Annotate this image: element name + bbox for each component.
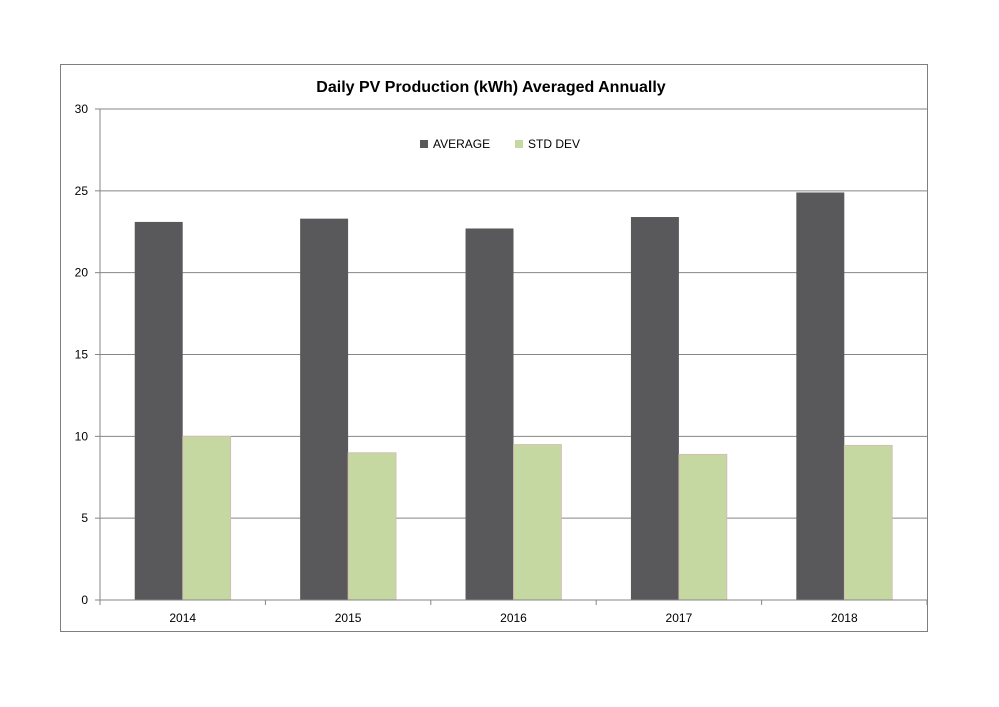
legend-label-average: AVERAGE bbox=[433, 137, 490, 151]
x-tick-label: 2015 bbox=[335, 611, 362, 625]
bar-average-2014 bbox=[134, 221, 183, 600]
bar-average-2018 bbox=[796, 192, 845, 600]
x-tick-labels: 2014 2015 2016 2017 2018 bbox=[169, 611, 858, 625]
y-tick-label: 0 bbox=[81, 593, 88, 607]
y-tick-label: 5 bbox=[81, 511, 88, 525]
y-tick-label: 20 bbox=[75, 266, 89, 280]
bars bbox=[134, 192, 893, 601]
y-tick-label: 10 bbox=[75, 429, 89, 443]
y-tick-label: 25 bbox=[75, 184, 89, 198]
bar-std-dev-2016 bbox=[513, 444, 562, 601]
bar-std-dev-2018 bbox=[843, 444, 893, 601]
gridlines bbox=[100, 108, 927, 519]
bar-std-dev-2017 bbox=[678, 453, 728, 601]
legend-swatch-average bbox=[420, 140, 428, 148]
bar-average-2016 bbox=[465, 228, 514, 600]
chart-title: Daily PV Production (kWh) Averaged Annua… bbox=[316, 79, 665, 96]
y-tick-label: 15 bbox=[75, 348, 89, 362]
x-tick-label: 2017 bbox=[666, 611, 693, 625]
bar-std-dev-2015 bbox=[347, 452, 397, 601]
axes bbox=[95, 108, 928, 605]
bar-average-2017 bbox=[630, 217, 679, 600]
y-tick-labels: 0 5 10 15 20 25 30 bbox=[75, 102, 89, 607]
bar-average-2015 bbox=[300, 218, 349, 600]
legend-swatch-std-dev bbox=[515, 140, 523, 148]
y-tick-label: 30 bbox=[75, 102, 89, 116]
bar-std-dev-2014 bbox=[182, 435, 232, 601]
x-tick-label: 2014 bbox=[169, 611, 196, 625]
legend: AVERAGE STD DEV bbox=[420, 137, 580, 151]
x-tick-label: 2018 bbox=[831, 611, 858, 625]
x-tick-label: 2016 bbox=[500, 611, 527, 625]
legend-label-std-dev: STD DEV bbox=[528, 137, 580, 151]
